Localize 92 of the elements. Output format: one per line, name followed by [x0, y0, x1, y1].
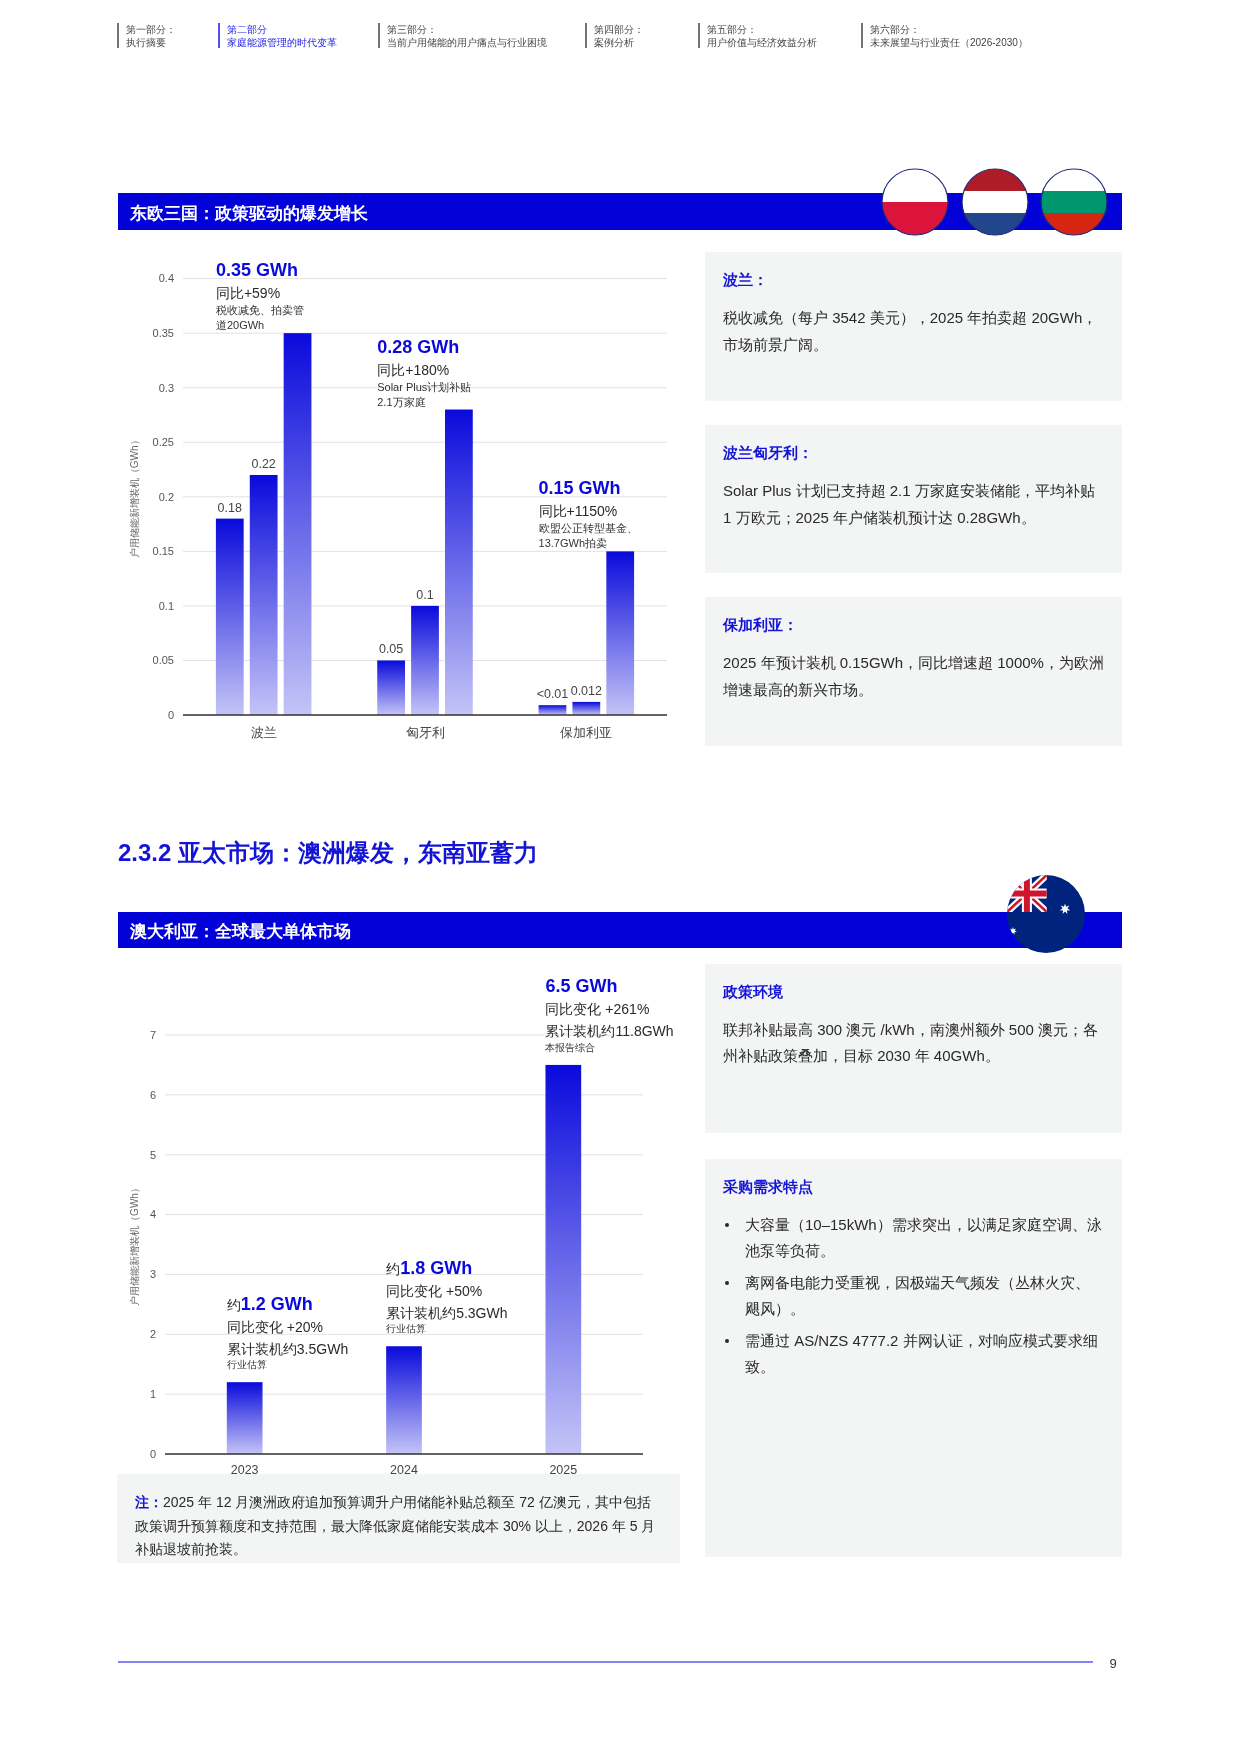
bar	[215, 518, 244, 715]
text: 未来展望与行业责任（2026-2030）	[870, 37, 1028, 48]
y-tick-label: 0.15	[152, 545, 174, 558]
y-tick-label: 1	[149, 1387, 156, 1400]
data-label: 0.1	[416, 587, 434, 602]
y-tick-label: 2	[149, 1328, 156, 1341]
y-axis-title: 户用储能新增装机（GWh）	[129, 1183, 140, 1306]
text: 第一部分：	[126, 24, 176, 35]
y-tick-label: 0	[149, 1447, 156, 1460]
data-label: 0.012	[570, 683, 603, 698]
bar	[226, 1382, 263, 1454]
text: 联邦补贴最高 300 澳元 /kWh，南澳州额外 500 澳元；各州补贴政策叠加，目标 2030 年 40GWh。	[723, 1021, 1099, 1064]
text: 第二部分	[227, 24, 267, 35]
annotation: 同比变化 +50%	[386, 1282, 483, 1299]
data-label: 0.18	[217, 500, 242, 515]
y-tick-label: 0.25	[152, 436, 174, 449]
annotation: 行业估算	[386, 1323, 427, 1335]
annotation: 税收减免、拍卖管道20GWh	[215, 304, 304, 332]
text: 保加利亚：	[722, 616, 798, 633]
annotation: 本报告综合	[545, 1041, 596, 1053]
bar	[377, 660, 406, 715]
y-tick-label: 6	[149, 1088, 156, 1101]
y-tick-label: 0.1	[158, 599, 174, 612]
text: 采购需求特点	[722, 1178, 813, 1195]
y-tick-label: 0.3	[158, 381, 174, 394]
annotation: 欧盟公正转型基金、13.7GWh拍卖	[538, 522, 638, 550]
bar	[545, 1064, 582, 1454]
y-tick-label: 0.2	[158, 490, 174, 503]
data-label: 0.05	[378, 642, 404, 657]
y-tick-label: 0.4	[158, 272, 174, 285]
text: 案例分析	[594, 37, 634, 48]
y-tick-label: 0.35	[152, 327, 174, 339]
text: 执行摘要	[126, 37, 166, 48]
annotation: 同比+180%	[377, 361, 450, 378]
annotation: 约1.8 GWh	[386, 1257, 473, 1278]
text: 2.3.2 亚太市场：澳洲爆发，东南亚蓄力	[118, 839, 539, 866]
y-tick-label: 5	[149, 1148, 156, 1161]
annotation: 0.35 GWh	[215, 260, 298, 281]
bar	[572, 701, 601, 715]
text: 波兰：	[722, 271, 768, 288]
x-tick-label: 2025	[549, 1463, 578, 1477]
chart-title: 澳大利亚：全球最大单体市场	[129, 922, 351, 941]
text: 注：2025 年 12 月澳洲政府追加预算调升户用储能补贴总额至 72 亿澳元，其中包括政策调升预算额度和支持范围，最大降低家庭储能安装成本 30% 以上，2026 年 5 月补贴退坡前抢装。	[134, 1494, 656, 1557]
y-tick-label: 0.05	[152, 654, 174, 667]
text: 需通过 AS/NZS 4777.2 并网认证，对响应模式要求细致。	[745, 1332, 1098, 1375]
text: 大容量（10–15kWh）需求突出，以满足家庭空调、泳池泵等负荷。	[745, 1216, 1102, 1259]
bar	[444, 409, 473, 715]
y-tick-label: 0	[167, 708, 174, 721]
text: 9	[1109, 1656, 1117, 1671]
bar	[606, 551, 635, 715]
data-label: 0.22	[251, 456, 276, 471]
x-tick-label: 保加利亚	[560, 726, 613, 740]
bar	[411, 605, 439, 715]
x-tick-label: 2024	[390, 1463, 418, 1477]
y-tick-label: 4	[149, 1208, 156, 1221]
text: 第三部分：	[387, 24, 437, 35]
bar	[283, 333, 312, 715]
y-tick-label: 3	[149, 1268, 156, 1281]
x-tick-label: 波兰	[250, 726, 277, 740]
text: 同比变化 +261%	[545, 1001, 650, 1018]
text: 波兰匈牙利：	[722, 444, 813, 461]
text: 政策环境	[722, 983, 784, 1000]
text: 第四部分：	[594, 24, 644, 35]
annotation: Solar Plus计划补贴2.1万家庭	[377, 380, 472, 408]
annotation: 同比+1150%	[538, 503, 618, 520]
annotation: 累计装机约11.8GWh	[545, 1023, 674, 1040]
annotation: 0.15 GWh	[538, 478, 621, 499]
text: 6.5 GWh	[545, 976, 618, 997]
text: 离网备电能力受重视，因极端天气频发（丛林火灾、飓风）。	[745, 1274, 1090, 1317]
annotation: 行业估算	[226, 1359, 267, 1371]
data-label: <0.01	[536, 687, 569, 702]
y-tick-label: 7	[149, 1028, 156, 1041]
x-tick-label: 2023	[230, 1463, 259, 1477]
bar	[249, 474, 278, 715]
text: 第六部分：	[870, 24, 920, 35]
annotation: 同比+59%	[215, 285, 281, 302]
y-axis-title: 户用储能新增装机（GWh）	[129, 435, 140, 559]
text: Solar Plus 计划已支持超 2.1 万家庭安装储能，平均补贴 1 万欧元；2025 年户储装机预计达 0.28GWh。	[723, 482, 1095, 526]
annotation: 累计装机约3.5GWh	[226, 1340, 349, 1357]
annotation: 0.28 GWh	[377, 336, 460, 357]
annotation: 累计装机约5.3GWh	[386, 1304, 508, 1321]
text: 家庭能源管理的时代变革	[227, 37, 337, 48]
annotation: 同比变化 +20%	[226, 1318, 323, 1335]
text: 当前户用储能的用户痛点与行业困境	[387, 37, 547, 48]
text: 税收减免（每户 3542 美元），2025 年拍卖超 20GWh，市场前景广阔。	[723, 309, 1098, 353]
text: 用户价值与经济效益分析	[707, 37, 817, 48]
bar	[386, 1346, 422, 1454]
text: 第五部分：	[707, 24, 757, 35]
chart-title: 东欧三国：政策驱动的爆发增长	[129, 204, 369, 223]
x-tick-label: 匈牙利	[405, 726, 445, 740]
text: 2025 年预计装机 0.15GWh，同比增速超 1000%，为欧洲增速最高的新兴市场。	[722, 654, 1104, 698]
annotation: 约1.2 GWh	[226, 1293, 313, 1314]
